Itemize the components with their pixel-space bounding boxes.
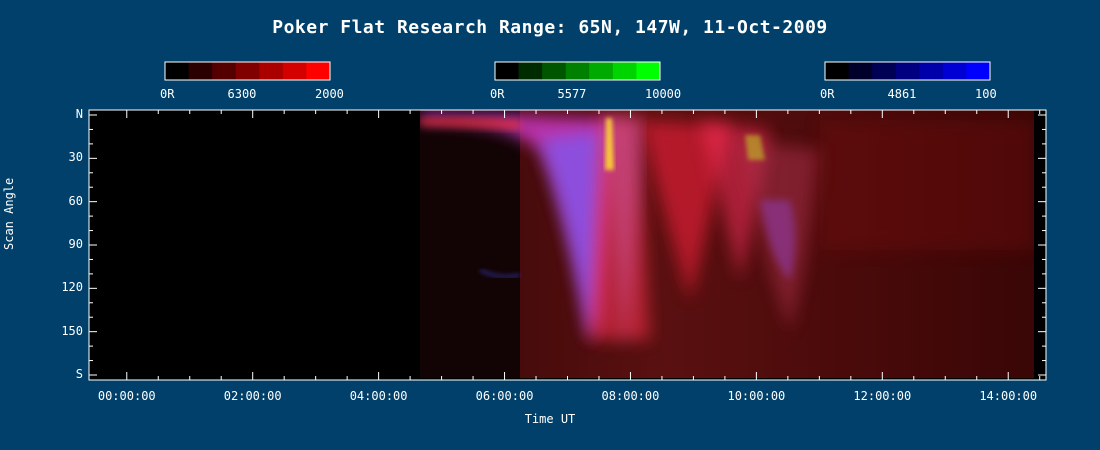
colorbar-2-segment [542, 62, 567, 80]
x-tick-label: 14:00:00 [979, 389, 1038, 403]
colorbar-3-segment [919, 62, 944, 80]
keogram-image [420, 110, 1034, 378]
colorbar-1-label-mid: 6300 [227, 87, 257, 101]
colorbar-2-label-max: 10000 [645, 87, 682, 101]
y-tick-label: 90 [68, 237, 83, 251]
colorbar-3-label-min: 0R [820, 87, 835, 101]
colorbar-1-segment [188, 62, 213, 80]
colorbar-1-segment [165, 62, 190, 80]
colorbar-3-frame [824, 61, 991, 81]
y-tick-label: 60 [68, 193, 83, 208]
x-tick-label: 08:00:00 [601, 389, 660, 403]
colorbar-3-label-mid: 4861 [887, 87, 917, 101]
colorbar-2-label-min: 0R [490, 87, 505, 101]
colorbar-2-segment [565, 62, 590, 80]
colorbar-3-segment [848, 62, 873, 80]
colorbar-1-label-min: 0R [160, 87, 175, 101]
colorbar-3-segment [825, 62, 850, 80]
colorbar-2-segment [495, 62, 520, 80]
y-tick-label: S [75, 367, 83, 381]
colorbar-3-segment [872, 62, 897, 80]
colorbar-2-segment [518, 62, 543, 80]
y-tick-label: 30 [68, 150, 83, 165]
x-tick-label: 10:00:00 [727, 389, 786, 403]
x-tick-label: 02:00:00 [223, 389, 282, 403]
colorbar-3-label-max: 100 [975, 87, 997, 101]
colorbar-3-segment [895, 62, 920, 80]
colorbar-3-segment [942, 62, 967, 80]
colorbar-2-segment [636, 62, 661, 80]
y-tick-label: 150 [61, 323, 83, 338]
colorbar-2-segment [612, 62, 637, 80]
colorbar-1-segment [259, 62, 284, 80]
colorbar-1-segment [235, 62, 260, 80]
x-ticks [126, 110, 1041, 380]
x-tick-label: 12:00:00 [853, 389, 912, 403]
colorbar-2-frame [494, 61, 661, 81]
x-axis-label: Time UT [524, 412, 576, 426]
colorbar-1-segment [282, 62, 307, 80]
x-tick-label: 04:00:00 [349, 389, 408, 403]
x-tick-label: 00:00:00 [97, 389, 156, 403]
colorbar-1-segment [306, 62, 331, 80]
chart-title: Poker Flat Research Range: 65N, 147W, 11… [272, 17, 828, 38]
x-tick-label: 06:00:00 [475, 389, 534, 403]
colorbars [164, 61, 991, 81]
colorbar-1-segment [212, 62, 237, 80]
colorbar-2-label-mid: 5577 [557, 87, 587, 101]
colorbar-2-segment [589, 62, 614, 80]
y-tick-label: 120 [61, 280, 83, 295]
colorbar-1-label-max: 2000 [315, 87, 344, 101]
colorbar-3-segment [966, 62, 991, 80]
y-ticks [89, 114, 1046, 376]
y-axis-label: Scan Angle [2, 177, 16, 250]
y-tick-label: N [75, 107, 83, 121]
colorbar-1-frame [164, 61, 331, 81]
